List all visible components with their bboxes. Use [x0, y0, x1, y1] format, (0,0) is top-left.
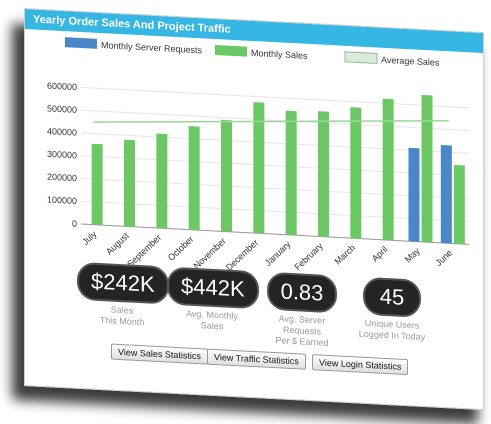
x-tick-label: December [224, 237, 260, 272]
stat-label: Unique Users Logged In Today [358, 317, 426, 343]
gridline [81, 200, 469, 223]
y-tick-label: 100000 [47, 194, 77, 206]
x-axis [81, 223, 469, 245]
y-tick-label: 200000 [47, 172, 77, 184]
bar-monthly-sales [421, 94, 433, 243]
bar-monthly-sales [382, 98, 394, 241]
y-tick-label: 600000 [47, 81, 77, 93]
view-login-statistics-button[interactable]: View Login Statistics [312, 354, 409, 376]
view-traffic-statistics-button[interactable]: View Traffic Statistics [207, 348, 306, 370]
view-sales-statistics-button[interactable]: View Sales Statistics [111, 343, 208, 365]
bar-monthly-sales [91, 143, 103, 226]
stat-label: Avg. Server Requests Per $ Earned [275, 313, 329, 348]
sales-chart: Monthly Server Requests Monthly Sales Aver… [47, 37, 469, 273]
gridline [81, 155, 469, 177]
legend-label: Monthly Server Requests [101, 40, 202, 55]
average-sales-line [93, 120, 449, 123]
bar-server-requests [408, 147, 420, 242]
gridline [81, 177, 469, 200]
x-tick-label: July [80, 229, 99, 247]
legend-swatch [65, 37, 97, 49]
x-tick-label: October [166, 234, 196, 263]
bar-monthly-sales [221, 119, 232, 232]
x-tick-label: April [370, 244, 390, 263]
legend-label: Monthly Sales [251, 48, 308, 61]
stat-unique-users: 45 Unique Users Logged In Today [347, 276, 437, 344]
bar-monthly-sales [285, 110, 297, 236]
legend-label: Average Sales [381, 55, 440, 68]
stat-label: Avg. Monthly Sales [186, 308, 238, 332]
bar-monthly-sales [124, 139, 135, 227]
legend-swatch [344, 51, 378, 65]
stat-avg-monthly-sales: $442K Avg. Monthly Sales [167, 266, 259, 334]
gridline [81, 109, 469, 131]
x-tick-label: February [292, 240, 325, 272]
gridline [81, 86, 469, 109]
stat-value: 0.83 [266, 271, 338, 314]
x-tick-label: March [333, 242, 358, 266]
x-tick-label: June [433, 248, 454, 269]
x-tick-label: January [263, 239, 293, 268]
bar-monthly-sales [188, 126, 200, 231]
stat-label: Sales This Month [99, 304, 145, 328]
stat-value: $242K [77, 261, 169, 305]
bar-server-requests [440, 144, 452, 244]
gridline [81, 132, 469, 154]
bar-monthly-sales [453, 164, 465, 245]
y-tick-label: 500000 [47, 103, 77, 115]
bar-monthly-sales [318, 111, 329, 237]
y-tick-label: 0 [72, 219, 77, 229]
bar-monthly-sales [253, 102, 265, 234]
legend-swatch [215, 45, 247, 57]
x-tick-label: August [104, 230, 131, 257]
stat-sales-this-month: $242K Sales This Month [77, 261, 169, 330]
stat-value: 45 [363, 276, 421, 318]
dashboard-card: Yearly Order Sales And Project Traffic M… [24, 8, 484, 411]
bar-monthly-sales [350, 107, 362, 239]
y-tick-label: 400000 [47, 126, 77, 138]
x-tick-label: November [192, 236, 228, 271]
stat-avg-server-requests: 0.83 Avg. Server Requests Per $ Earned [257, 271, 347, 350]
stat-value: $442K [167, 266, 259, 310]
x-tick-label: May [403, 246, 422, 265]
y-tick-label: 300000 [47, 149, 77, 161]
bar-monthly-sales [156, 133, 168, 229]
